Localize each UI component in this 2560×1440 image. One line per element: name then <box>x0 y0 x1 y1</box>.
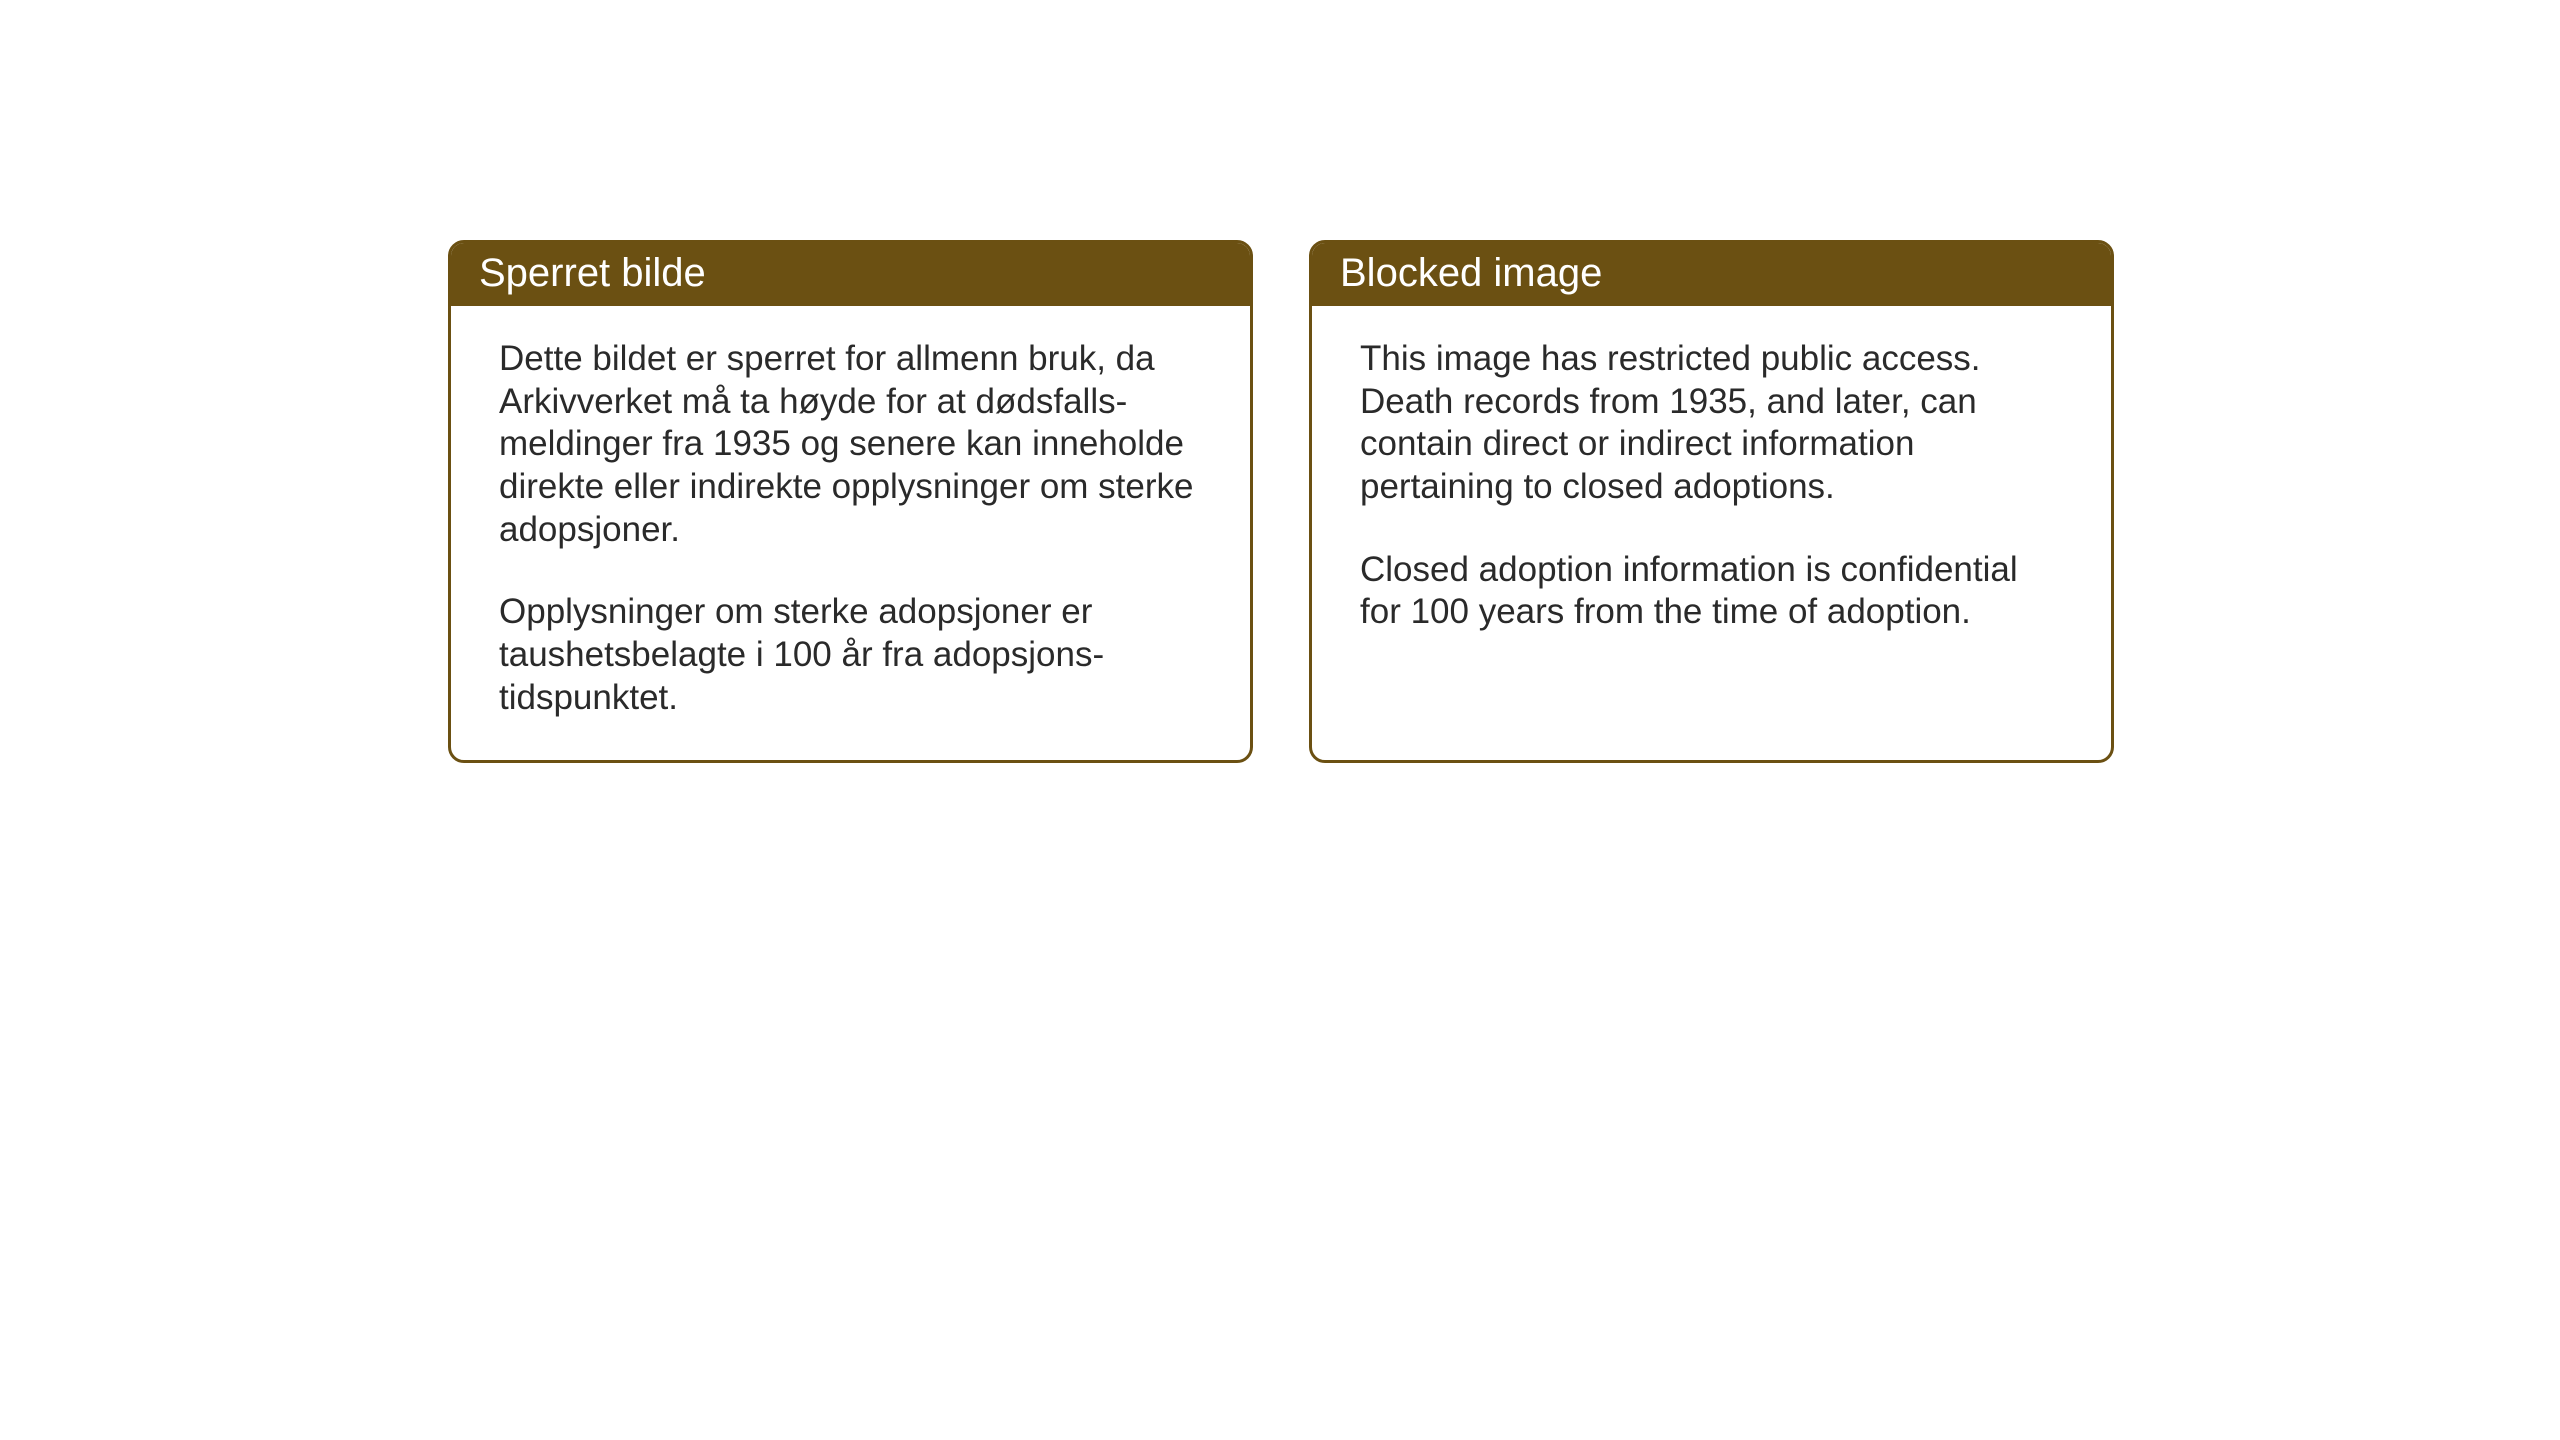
notice-card-english: Blocked image This image has restricted … <box>1309 240 2114 763</box>
card-body-english: This image has restricted public access.… <box>1312 306 2111 674</box>
card-header-norwegian: Sperret bilde <box>451 243 1250 306</box>
notice-card-norwegian: Sperret bilde Dette bildet er sperret fo… <box>448 240 1253 763</box>
card-paragraph-norwegian-1: Dette bildet er sperret for allmenn bruk… <box>499 338 1202 551</box>
card-title-english: Blocked image <box>1340 251 1602 295</box>
card-header-english: Blocked image <box>1312 243 2111 306</box>
card-paragraph-english-2: Closed adoption information is confident… <box>1360 549 2063 634</box>
card-title-norwegian: Sperret bilde <box>479 251 706 295</box>
card-body-norwegian: Dette bildet er sperret for allmenn bruk… <box>451 306 1250 760</box>
card-paragraph-norwegian-2: Opplysninger om sterke adopsjoner er tau… <box>499 591 1202 719</box>
card-paragraph-english-1: This image has restricted public access.… <box>1360 338 2063 509</box>
notice-container: Sperret bilde Dette bildet er sperret fo… <box>448 240 2114 763</box>
